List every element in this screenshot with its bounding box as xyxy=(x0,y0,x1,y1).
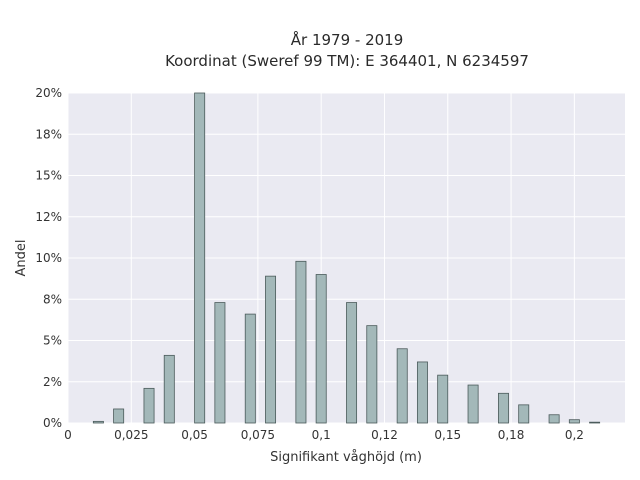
histogram-bar xyxy=(143,387,155,424)
histogram-bar xyxy=(467,384,479,424)
x-tick-label: 0,18 xyxy=(498,428,525,442)
y-tick-label: 0% xyxy=(43,416,62,430)
x-tick-label: 0,1 xyxy=(312,428,331,442)
x-tick-label: 0,05 xyxy=(181,428,208,442)
histogram-bar xyxy=(366,325,378,424)
x-tick-label: 0 xyxy=(64,428,72,442)
x-tick-label: 0,025 xyxy=(114,428,148,442)
histogram-bar xyxy=(518,404,530,424)
bars xyxy=(92,92,601,424)
y-tick-label: 5% xyxy=(43,334,62,348)
histogram-bar xyxy=(416,361,428,424)
histogram-bar xyxy=(548,414,560,424)
y-tick-label: 2% xyxy=(43,375,62,389)
histogram-bar xyxy=(589,421,601,424)
y-tick-label: 10% xyxy=(35,251,62,265)
y-axis-ticks: 0% 2% 5% 8% 10% 12% 15% 18% 20% xyxy=(35,86,62,430)
x-axis-ticks: 0 0,025 0,05 0,075 0,1 0,12 0,15 0,18 0,2 xyxy=(64,428,584,442)
histogram-bar xyxy=(498,392,509,424)
x-tick-label: 0,2 xyxy=(565,428,584,442)
y-tick-label: 8% xyxy=(43,292,62,306)
y-axis-label: Andel xyxy=(14,240,29,277)
histogram-bar xyxy=(194,92,206,424)
x-axis-label: Signifikant våghöjd (m) xyxy=(270,450,422,465)
y-tick-label: 20% xyxy=(35,86,62,100)
histogram-bar xyxy=(113,408,125,424)
chart-title-line2: Koordinat (Sweref 99 TM): E 364401, N 62… xyxy=(165,52,529,70)
x-tick-label: 0,075 xyxy=(241,428,275,442)
histogram-bar xyxy=(92,420,104,424)
histogram-bar xyxy=(214,302,226,424)
x-tick-label: 0,12 xyxy=(371,428,398,442)
histogram-bar xyxy=(163,354,175,424)
histogram-bar xyxy=(295,260,307,424)
y-tick-label: 12% xyxy=(35,210,62,224)
histogram-bar xyxy=(396,348,408,424)
histogram-bar xyxy=(265,275,277,424)
histogram-bar xyxy=(315,274,327,424)
histogram-bar xyxy=(437,374,449,424)
y-tick-label: 15% xyxy=(35,169,62,183)
x-tick-label: 0,15 xyxy=(434,428,461,442)
chart-title-line1: År 1979 - 2019 xyxy=(291,30,404,49)
histogram-bar xyxy=(346,302,358,424)
histogram-bar xyxy=(568,419,580,424)
y-tick-label: 18% xyxy=(35,127,62,141)
histogram-bar xyxy=(244,313,256,424)
